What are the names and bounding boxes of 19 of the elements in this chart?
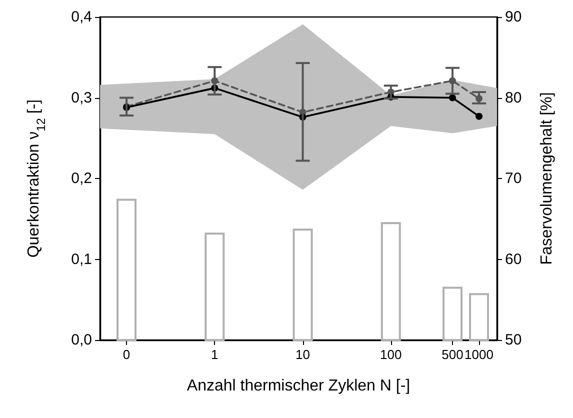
x-tick-label: 1000 bbox=[464, 347, 494, 362]
x-tick-label: 0 bbox=[122, 347, 130, 362]
y-tick-label: 0,3 bbox=[71, 89, 92, 106]
y-tick-label: 0,4 bbox=[71, 8, 92, 26]
y-tick-label: 0,1 bbox=[71, 250, 92, 268]
y2-tick-label: 90 bbox=[505, 8, 522, 26]
y2-tick-label: 80 bbox=[505, 89, 522, 106]
x-tick-label: 1 bbox=[211, 347, 218, 362]
y-tick-label: 0,0 bbox=[71, 332, 92, 348]
y-tick-label: 0,2 bbox=[71, 170, 92, 187]
x-axis-title: Anzahl thermischer Zyklen N [-] bbox=[186, 378, 410, 394]
y2-axis-title: Faservolumengehalt [%] bbox=[538, 92, 556, 265]
y2-tick-label: 50 bbox=[505, 332, 522, 348]
x-tick-label: 10 bbox=[296, 347, 310, 362]
y2-tick-label: 60 bbox=[505, 250, 522, 268]
x-tick-label: 100 bbox=[380, 347, 402, 362]
x-tick-label: 500 bbox=[442, 347, 464, 362]
y2-tick-label: 70 bbox=[505, 170, 522, 187]
y-axis-title: Querkontraktion ν12 [-] bbox=[26, 99, 48, 258]
